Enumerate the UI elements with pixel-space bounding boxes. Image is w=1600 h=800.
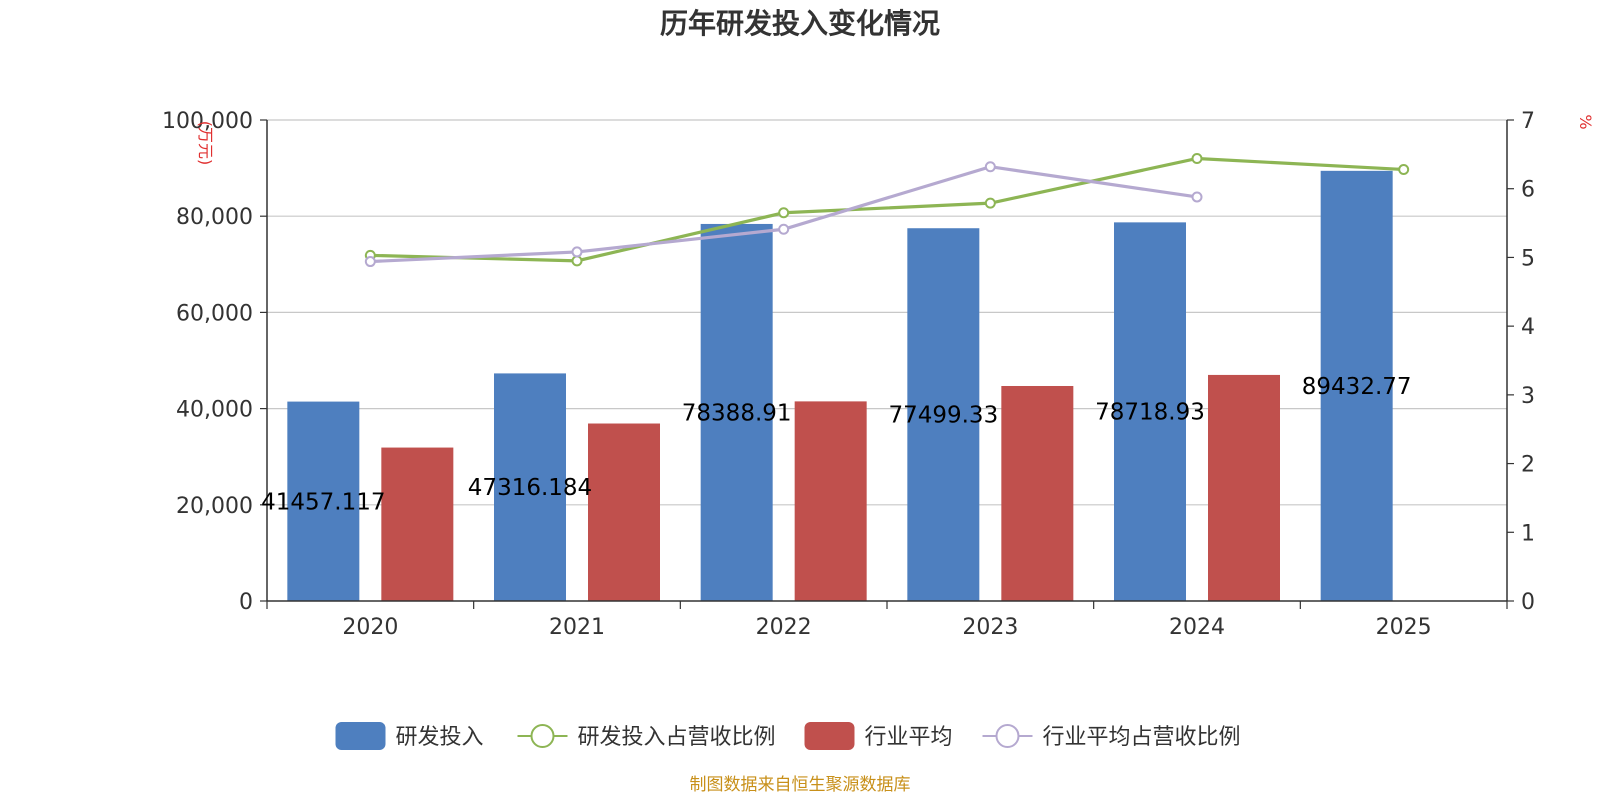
bars (287, 170, 1393, 602)
legend-label: 行业平均占营收比例 (1043, 725, 1241, 750)
y-right-tick-label: 4 (1521, 315, 1535, 340)
y-right-tick-label: 0 (1521, 590, 1535, 615)
legend-item: 行业平均 (804, 722, 953, 750)
legend-label: 行业平均 (865, 725, 953, 750)
source-note: 制图数据来自恒生聚源数据库 (690, 775, 911, 795)
legend-item: 研发投入占营收比例 (517, 724, 776, 750)
y-left-tick-label: 80,000 (176, 205, 253, 230)
bar-rd-2023 (907, 228, 980, 602)
y-right-tick-label: 7 (1521, 109, 1535, 134)
legend-swatch (335, 722, 386, 750)
bar-data-label: 47316.184 (468, 475, 592, 501)
bar-data-label: 78388.91 (682, 400, 792, 426)
y-right-tick-label: 2 (1521, 453, 1535, 478)
legend-label: 研发投入占营收比例 (578, 725, 776, 750)
bar-industry-2023 (1001, 385, 1074, 601)
legend-marker (530, 724, 555, 748)
line-point (778, 223, 790, 235)
data-labels: 41457.117 47316.184 78388.91 77499.33 78718.… (261, 374, 1411, 515)
legend-marker (995, 724, 1020, 748)
x-tick-label: 2020 (342, 615, 398, 640)
y-left-unit: (万元) (196, 121, 215, 166)
bar-data-label: 89432.77 (1302, 374, 1412, 400)
line-point (984, 197, 996, 209)
y-right-tick-label: 5 (1521, 246, 1535, 271)
bar-industry-2024 (1208, 374, 1280, 601)
legend-label: 研发投入 (396, 725, 484, 750)
line-point (778, 207, 790, 219)
bar-rd-2021 (494, 373, 566, 601)
line-point (984, 161, 996, 173)
bar-rd-2020 (287, 401, 360, 601)
bar-rd-2024 (1114, 222, 1186, 602)
y-right-tick-label: 3 (1521, 384, 1535, 409)
bar-data-label: 77499.33 (888, 403, 998, 429)
bar-data-label: 78718.93 (1095, 400, 1205, 426)
x-tick-label: 2021 (549, 615, 605, 640)
legend-item: 研发投入 (335, 722, 484, 750)
line-point (571, 246, 583, 258)
x-tick-label: 2023 (962, 615, 1018, 640)
chart-title: 历年研发投入变化情况 (660, 7, 940, 40)
y-right-tick-label: 6 (1521, 178, 1535, 203)
line-point (1398, 163, 1410, 175)
lines (364, 152, 1410, 268)
line-point (571, 255, 583, 267)
legend-swatch (804, 722, 855, 750)
bar-rd-2022 (700, 223, 773, 601)
legend: 研发投入 研发投入占营收比例 行业平均 行业平均占营收比例 (335, 722, 1241, 750)
bar-rd-2025 (1320, 170, 1393, 601)
bar-industry-2022 (794, 401, 867, 601)
y-left-tick-label: 60,000 (176, 301, 253, 326)
line-point (1191, 152, 1203, 164)
line-point (364, 256, 376, 268)
y-left-tick-label: 20,000 (176, 494, 253, 519)
y-left-tick-label: 100,000 (162, 109, 253, 134)
x-tick-label: 2025 (1376, 615, 1432, 640)
line-rd-ratio (370, 156, 1404, 263)
bar-industry-2021 (588, 423, 660, 601)
bar-data-label: 41457.117 (261, 489, 385, 515)
y-left-tick-label: 0 (239, 590, 253, 615)
y-left-tick-label: 40,000 (176, 398, 253, 423)
axes: 0 20,000 40,000 60,000 80,000 100,000 0 1 2 3 4 5 6 7… (162, 109, 1535, 640)
line-point (1191, 191, 1203, 203)
bar-industry-2020 (381, 447, 454, 601)
y-right-tick-label: 1 (1521, 521, 1535, 546)
grid (267, 119, 1507, 506)
x-tick-label: 2024 (1169, 615, 1225, 640)
legend-item: 行业平均占营收比例 (982, 724, 1241, 750)
x-tick-label: 2022 (756, 615, 812, 640)
y-right-unit: % (1576, 114, 1595, 129)
